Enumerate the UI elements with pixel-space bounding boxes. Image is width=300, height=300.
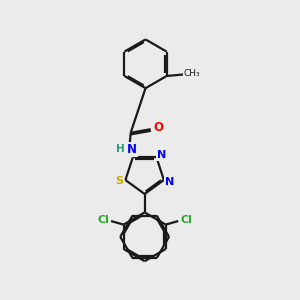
- Text: N: N: [165, 176, 174, 187]
- Text: O: O: [153, 121, 163, 134]
- Text: N: N: [127, 143, 136, 156]
- Text: N: N: [157, 150, 167, 160]
- Text: S: S: [116, 176, 124, 186]
- Text: Cl: Cl: [98, 214, 109, 224]
- Text: CH₃: CH₃: [184, 69, 200, 78]
- Text: Cl: Cl: [180, 214, 192, 224]
- Text: H: H: [116, 144, 125, 154]
